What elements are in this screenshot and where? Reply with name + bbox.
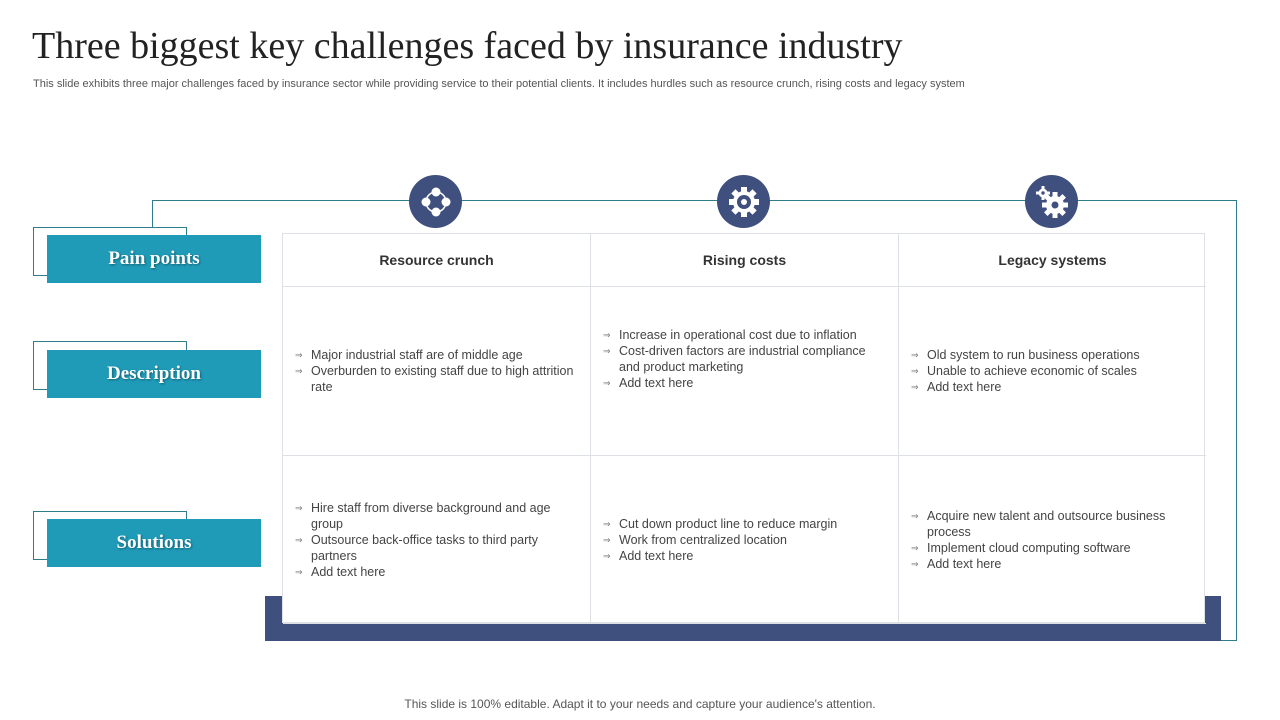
bullet: Add text here xyxy=(911,379,1194,395)
challenges-table: Resource crunch Rising costs Legacy syst… xyxy=(282,233,1206,624)
frame-line-left xyxy=(152,200,153,227)
frame-line xyxy=(152,200,1237,641)
description-cell: Old system to run business operations Un… xyxy=(899,287,1206,456)
solutions-cell: Cut down product line to reduce margin W… xyxy=(591,456,899,624)
bullet: Add text here xyxy=(603,548,886,564)
bullet: Add text here xyxy=(911,556,1194,572)
gear-cost-icon xyxy=(717,175,770,228)
bullet: Old system to run business operations xyxy=(911,347,1194,363)
description-cell: Major industrial staff are of middle age… xyxy=(283,287,591,456)
bullet: Increase in operational cost due to infl… xyxy=(603,327,886,343)
slide-title: Three biggest key challenges faced by in… xyxy=(32,25,903,67)
bullet: Cut down product line to reduce margin xyxy=(603,516,886,532)
column-header: Rising costs xyxy=(591,234,899,287)
solutions-cell: Acquire new talent and outsource busines… xyxy=(899,456,1206,624)
column-header: Legacy systems xyxy=(899,234,1206,287)
bullet: Unable to achieve economic of scales xyxy=(911,363,1194,379)
row-label-solutions: Solutions xyxy=(47,519,261,567)
bullet: Implement cloud computing software xyxy=(911,540,1194,556)
bullet: Overburden to existing staff due to high… xyxy=(295,363,578,395)
bullet: Cost-driven factors are industrial compl… xyxy=(603,343,886,375)
slide-subtitle: This slide exhibits three major challeng… xyxy=(33,78,965,90)
solutions-cell: Hire staff from diverse background and a… xyxy=(283,456,591,624)
gears-icon xyxy=(1025,175,1078,228)
bullet: Add text here xyxy=(603,375,886,391)
bullet: Major industrial staff are of middle age xyxy=(295,347,578,363)
bullet: Acquire new talent and outsource busines… xyxy=(911,508,1194,540)
bullet: Outsource back-office tasks to third par… xyxy=(295,532,578,564)
row-label-description: Description xyxy=(47,350,261,398)
row-label-pain-points: Pain points xyxy=(47,235,261,283)
column-header: Resource crunch xyxy=(283,234,591,287)
bullet: Work from centralized location xyxy=(603,532,886,548)
description-cell: Increase in operational cost due to infl… xyxy=(591,287,899,456)
resource-network-icon xyxy=(409,175,462,228)
bullet: Add text here xyxy=(295,564,578,580)
footer-note: This slide is 100% editable. Adapt it to… xyxy=(404,697,876,711)
bullet: Hire staff from diverse background and a… xyxy=(295,500,578,532)
